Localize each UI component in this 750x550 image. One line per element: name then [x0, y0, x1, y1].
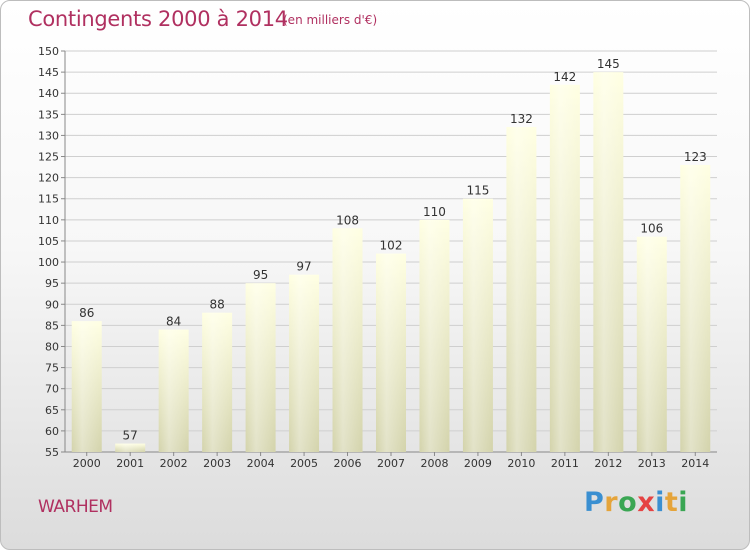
bar-sheen: [71, 321, 102, 452]
y-tick-label: 145: [38, 66, 59, 79]
data-label: 57: [123, 429, 138, 443]
data-label: 132: [510, 112, 533, 126]
bar-sheen: [202, 312, 233, 452]
bars: [71, 72, 711, 453]
y-tick-label: 115: [38, 193, 59, 206]
bar-sheen: [158, 329, 189, 452]
y-tick-label: 70: [45, 383, 59, 396]
y-tick-label: 125: [38, 151, 59, 164]
x-tick-label: 2004: [247, 457, 275, 470]
y-tick-label: 140: [38, 87, 59, 100]
data-label: 110: [423, 205, 446, 219]
x-tick-label: 2010: [507, 457, 535, 470]
bar-sheen: [506, 126, 537, 453]
bar-sheen: [332, 228, 363, 452]
y-tick-label: 80: [45, 340, 59, 353]
logo-letter: x: [637, 487, 656, 518]
y-tick-label: 65: [45, 404, 59, 417]
logo-letter: i: [655, 487, 665, 518]
logo-letter: P: [584, 487, 605, 518]
x-tick-label: 2003: [203, 457, 231, 470]
data-label: 102: [380, 239, 403, 253]
bar-sheen: [115, 443, 146, 452]
y-tick-label: 55: [45, 446, 59, 459]
y-tick-label: 60: [45, 425, 59, 438]
data-label: 97: [296, 260, 311, 274]
y-tick-label: 75: [45, 362, 59, 375]
bar-sheen: [636, 236, 667, 452]
logo-letter: t: [664, 487, 679, 518]
y-tick-label: 110: [38, 214, 59, 227]
x-tick-label: 2007: [377, 457, 405, 470]
y-tick-label: 120: [38, 172, 59, 185]
axes: 55 60 65 70 75 80 85 90 95 100 105 110 115 120 125 130 1…: [38, 45, 717, 470]
x-tick-label: 2006: [334, 457, 362, 470]
data-label: 95: [253, 268, 268, 282]
y-tick-label: 105: [38, 235, 59, 248]
x-tick-label: 2000: [73, 457, 101, 470]
x-tick-label: 2014: [681, 457, 709, 470]
x-tick-label: 2012: [594, 457, 622, 470]
logo-letter: i: [678, 487, 689, 518]
y-tick-label: 135: [38, 108, 59, 121]
chart-title: Contingents 2000 à 2014: [28, 7, 288, 31]
data-label: 108: [336, 213, 359, 227]
data-label: 115: [466, 184, 489, 198]
x-tick-label: 2002: [160, 457, 188, 470]
data-label: 88: [209, 298, 224, 312]
data-label: 106: [640, 222, 663, 236]
logo-letter: r: [604, 487, 619, 518]
bar-sheen: [462, 198, 493, 452]
bar-sheen: [419, 219, 450, 452]
y-tick-label: 130: [38, 129, 59, 142]
data-label: 142: [553, 70, 576, 84]
bar-sheen: [245, 283, 276, 452]
x-tick-label: 2011: [551, 457, 579, 470]
bar-sheen: [289, 274, 320, 452]
logo-letter: o: [618, 487, 638, 518]
bar-sheen: [593, 72, 624, 453]
data-labels: 86 57 84 88 95 97 108 102 110 115 132 142 145 106 123: [79, 57, 707, 442]
bar-sheen: [549, 84, 580, 452]
y-tick-label: 90: [45, 298, 59, 311]
data-label: 145: [597, 57, 620, 71]
x-tick-label: 2013: [638, 457, 666, 470]
proxiti-logo[interactable]: Proxiti: [584, 487, 688, 518]
x-tick-label: 2001: [116, 457, 144, 470]
y-tick-label: 100: [38, 256, 59, 269]
x-tick-label: 2005: [290, 457, 318, 470]
bar-sheen: [376, 253, 406, 452]
chart-subtitle: (en milliers d'€): [283, 13, 378, 27]
town-name: WARHEM: [38, 497, 113, 517]
data-label: 86: [79, 306, 94, 320]
data-label: 123: [684, 150, 707, 164]
data-label: 84: [166, 315, 181, 329]
y-tick-label: 85: [45, 319, 59, 332]
x-tick-label: 2009: [464, 457, 492, 470]
bar-sheen: [680, 164, 711, 452]
y-tick-label: 95: [45, 277, 59, 290]
y-tick-label: 150: [38, 45, 59, 58]
x-tick-label: 2008: [420, 457, 448, 470]
